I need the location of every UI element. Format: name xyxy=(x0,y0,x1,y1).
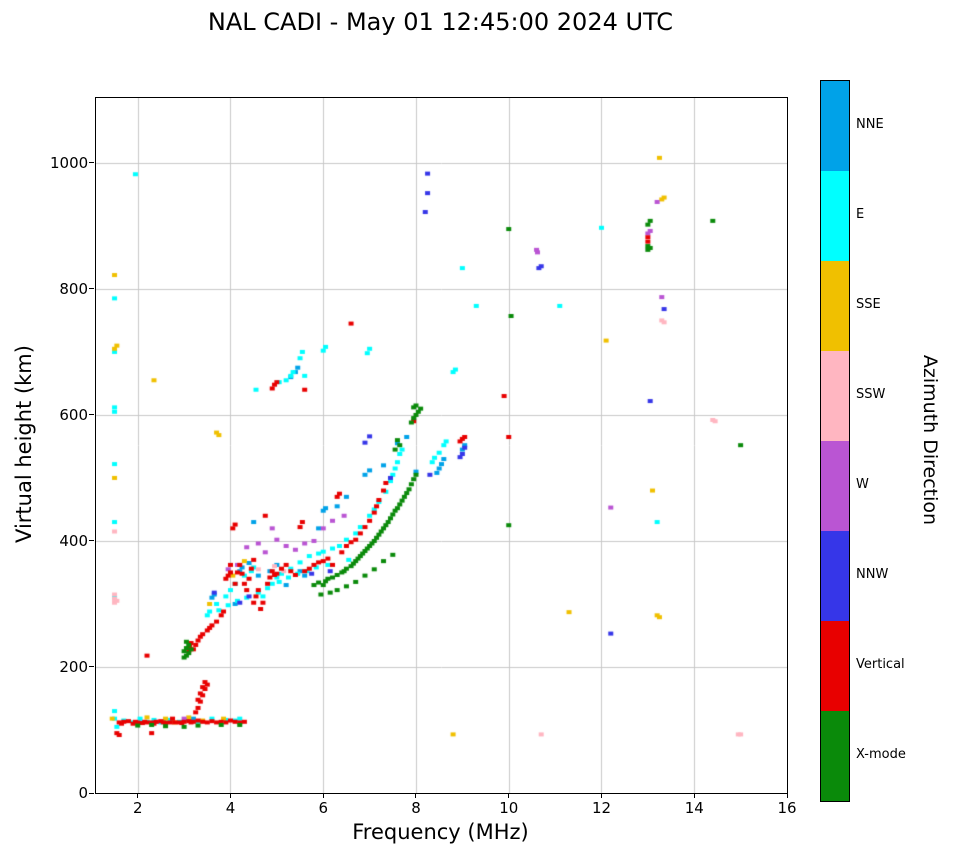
x-tick-label: 14 xyxy=(684,799,704,817)
colorbar-segment-w xyxy=(821,441,849,531)
x-tick-mark xyxy=(600,793,602,798)
x-axis-label: Frequency (MHz) xyxy=(352,820,529,844)
y-tick-mark xyxy=(89,666,94,668)
colorbar-segment-nnw xyxy=(821,531,849,621)
colorbar-label-w: W xyxy=(856,477,869,492)
y-tick-label: 400 xyxy=(59,531,88,550)
x-tick-mark xyxy=(322,793,324,798)
x-tick-label: 8 xyxy=(411,799,421,817)
x-tick-label: 4 xyxy=(225,799,236,817)
y-tick-mark xyxy=(89,414,94,416)
ionogram-canvas xyxy=(96,98,787,793)
y-tick-mark xyxy=(89,288,94,290)
plot-area xyxy=(95,97,788,794)
x-tick-mark xyxy=(786,793,788,798)
y-tick-label: 1000 xyxy=(50,153,89,172)
y-tick-label: 600 xyxy=(59,405,88,424)
y-tick-mark xyxy=(89,540,94,542)
colorbar-label-x-mode: X-mode xyxy=(856,747,906,762)
colorbar-segment-vertical xyxy=(821,621,849,711)
colorbar-label-e: E xyxy=(856,207,865,222)
x-tick-label: 6 xyxy=(318,799,329,817)
x-tick-mark xyxy=(508,793,510,798)
colorbar-label-nnw: NNW xyxy=(856,567,889,582)
y-tick-label: 200 xyxy=(59,657,88,676)
colorbar-segment-x-mode xyxy=(821,711,849,801)
x-tick-mark xyxy=(229,793,231,798)
colorbar-segment-e xyxy=(821,171,849,261)
colorbar-label-nne: NNE xyxy=(856,117,884,132)
colorbar-segment-nne xyxy=(821,81,849,171)
x-tick-mark xyxy=(415,793,417,798)
colorbar-segment-sse xyxy=(821,261,849,351)
y-tick-mark xyxy=(89,162,94,164)
colorbar-label-ssw: SSW xyxy=(856,387,886,402)
x-tick-mark xyxy=(137,793,139,798)
colorbar-segment-ssw xyxy=(821,351,849,441)
y-axis-label: Virtual height (km) xyxy=(12,345,36,543)
colorbar-axis-label: Azimuth Direction xyxy=(919,354,941,526)
x-tick-label: 10 xyxy=(499,799,519,817)
y-tick-label: 0 xyxy=(78,784,88,802)
colorbar-label-vertical: Vertical xyxy=(856,657,905,672)
chart-title: NAL CADI - May 01 12:45:00 2024 UTC xyxy=(207,8,674,36)
x-tick-label: 2 xyxy=(132,799,143,817)
colorbar-label-sse: SSE xyxy=(856,297,881,312)
y-tick-label: 800 xyxy=(59,279,88,298)
x-tick-label: 12 xyxy=(591,799,612,817)
colorbar xyxy=(820,80,850,802)
x-tick-mark xyxy=(693,793,695,798)
x-tick-label: 16 xyxy=(777,799,797,817)
y-tick-mark xyxy=(89,792,94,794)
